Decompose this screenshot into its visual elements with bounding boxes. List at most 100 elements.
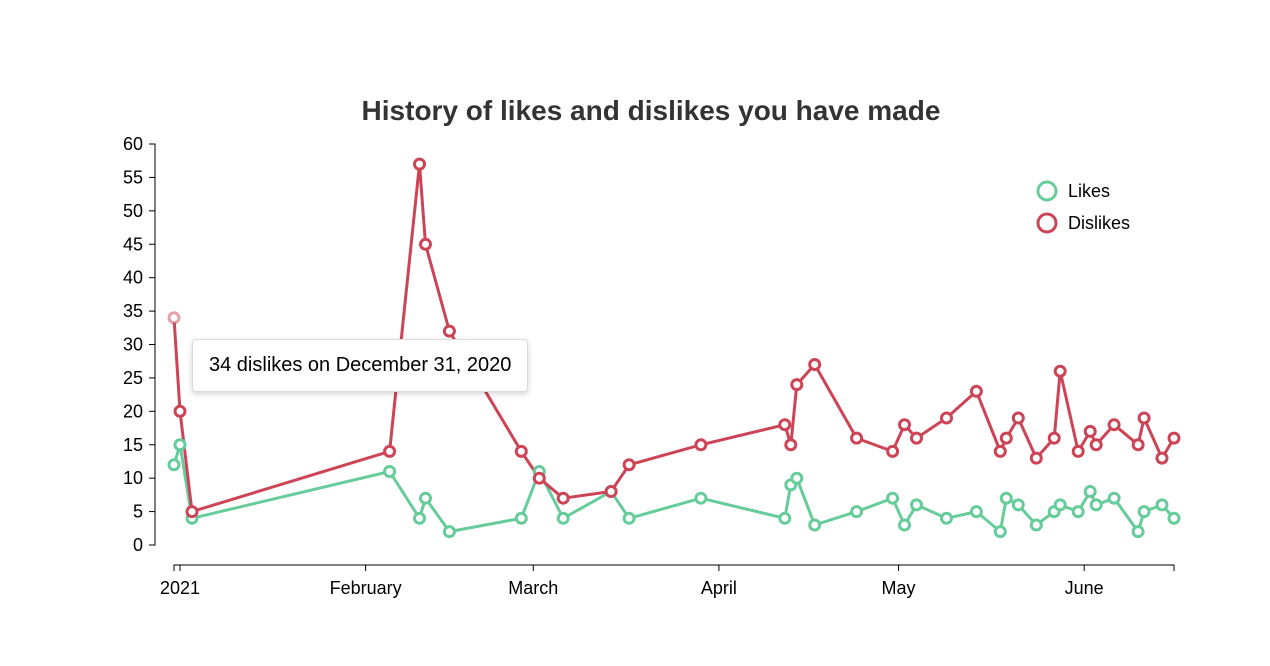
- data-point-likes[interactable]: [790, 471, 804, 485]
- data-point-dislikes[interactable]: [419, 237, 432, 251]
- data-point-dislikes[interactable]: [556, 491, 570, 505]
- y-tick-label: 55: [123, 167, 143, 187]
- x-tick-label: February: [330, 578, 402, 598]
- data-point-likes[interactable]: [413, 511, 426, 525]
- y-tick-label: 15: [123, 435, 143, 455]
- legend-marker-likes[interactable]: [1036, 180, 1058, 202]
- data-point-dislikes[interactable]: [532, 471, 546, 485]
- y-tick-label: 5: [133, 502, 143, 522]
- data-point-likes[interactable]: [694, 491, 708, 505]
- data-point-dislikes[interactable]: [1137, 411, 1151, 425]
- data-point-dislikes[interactable]: [1083, 424, 1097, 438]
- y-tick-label: 20: [123, 401, 143, 421]
- x-tick-label: June: [1065, 578, 1104, 598]
- data-point-dislikes[interactable]: [778, 418, 792, 432]
- data-point-dislikes[interactable]: [1053, 364, 1067, 378]
- data-point-likes[interactable]: [898, 518, 911, 532]
- data-point-likes[interactable]: [808, 518, 822, 532]
- data-point-dislikes[interactable]: [993, 444, 1007, 458]
- data-point-dislikes[interactable]: [784, 438, 798, 452]
- data-point-dislikes[interactable]: [442, 324, 456, 338]
- axes: 0 5 10 15 20 25 30 35 40 45 50 55 60 2021 February Marc…: [123, 134, 1175, 598]
- data-point-dislikes[interactable]: [898, 418, 911, 432]
- legend: Likes Dislikes: [1036, 180, 1130, 234]
- data-point-dislikes[interactable]: [1071, 444, 1085, 458]
- data-point-likes[interactable]: [173, 438, 187, 452]
- data-point-dislikes[interactable]: [1047, 431, 1061, 445]
- data-point-dislikes[interactable]: [1167, 431, 1181, 445]
- series-line-dislikes: [172, 162, 1176, 514]
- y-tick-label: 30: [123, 335, 143, 355]
- y-tick-label: 45: [123, 234, 143, 254]
- data-point-likes[interactable]: [514, 511, 528, 525]
- data-point-likes[interactable]: [622, 511, 636, 525]
- data-tooltip: 34 dislikes on December 31, 2020: [192, 339, 529, 392]
- y-tick-label: 60: [123, 134, 143, 154]
- y-tick-label: 25: [123, 368, 143, 388]
- data-point-likes[interactable]: [1083, 485, 1097, 498]
- data-point-likes[interactable]: [850, 505, 864, 519]
- x-axis-line: [173, 564, 1175, 571]
- legend-label-likes[interactable]: Likes: [1068, 181, 1110, 201]
- y-tick-label: 50: [123, 201, 143, 221]
- data-point-dislikes[interactable]: [1131, 438, 1145, 452]
- data-point-likes[interactable]: [556, 511, 570, 525]
- data-point-likes[interactable]: [1053, 498, 1067, 512]
- x-tick-label: March: [508, 578, 558, 598]
- x-tick-label: 2021: [160, 578, 200, 598]
- data-point-dislikes[interactable]: [999, 431, 1013, 445]
- data-point-dislikes[interactable]: [790, 378, 804, 392]
- data-point-dislikes[interactable]: [808, 358, 822, 371]
- data-point-dislikes[interactable]: [1107, 418, 1121, 432]
- data-point-likes[interactable]: [778, 511, 792, 525]
- data-point-dislikes[interactable]: [694, 438, 708, 452]
- data-point-dislikes[interactable]: [514, 444, 528, 458]
- data-point-likes[interactable]: [910, 498, 923, 512]
- data-point-dislikes[interactable]: [604, 485, 618, 498]
- data-point-likes[interactable]: [1011, 498, 1025, 512]
- data-point-dislikes[interactable]: [1089, 438, 1103, 452]
- data-point-dislikes[interactable]: [910, 431, 923, 445]
- data-point-likes[interactable]: [999, 491, 1013, 505]
- data-point-dislikes[interactable]: [167, 311, 181, 325]
- series-points: [167, 157, 1181, 539]
- y-tick-label: 40: [123, 268, 143, 288]
- x-tick-label: April: [701, 578, 737, 598]
- data-point-likes[interactable]: [940, 511, 953, 525]
- data-point-likes[interactable]: [993, 525, 1007, 539]
- data-point-likes[interactable]: [1107, 491, 1121, 505]
- data-point-dislikes[interactable]: [850, 431, 864, 445]
- y-tick-label: 0: [133, 535, 143, 555]
- data-point-dislikes[interactable]: [940, 411, 953, 425]
- series-line-likes: [172, 443, 1176, 534]
- legend-marker-dislikes[interactable]: [1036, 212, 1058, 234]
- data-point-dislikes[interactable]: [1011, 411, 1025, 425]
- data-point-likes[interactable]: [1137, 505, 1151, 519]
- data-point-likes[interactable]: [969, 505, 983, 519]
- data-point-likes[interactable]: [1029, 518, 1043, 532]
- data-point-dislikes[interactable]: [173, 404, 187, 418]
- data-point-dislikes[interactable]: [383, 444, 397, 458]
- legend-label-dislikes[interactable]: Dislikes: [1068, 213, 1130, 233]
- data-point-likes[interactable]: [1131, 525, 1145, 539]
- data-point-likes[interactable]: [419, 491, 432, 505]
- data-point-likes[interactable]: [1089, 498, 1103, 512]
- data-point-likes[interactable]: [886, 491, 900, 505]
- data-point-dislikes[interactable]: [969, 384, 983, 398]
- data-point-likes[interactable]: [1071, 505, 1085, 519]
- data-point-dislikes[interactable]: [622, 458, 636, 472]
- data-point-dislikes[interactable]: [413, 157, 426, 171]
- data-point-dislikes[interactable]: [1155, 451, 1169, 465]
- data-point-dislikes[interactable]: [886, 444, 900, 458]
- data-point-likes[interactable]: [1167, 511, 1181, 525]
- y-tick-label: 35: [123, 301, 143, 321]
- data-point-likes[interactable]: [167, 458, 181, 472]
- x-tick-label: May: [882, 578, 916, 598]
- data-point-likes[interactable]: [442, 525, 456, 539]
- data-point-dislikes[interactable]: [1029, 451, 1043, 465]
- data-point-dislikes[interactable]: [185, 505, 199, 519]
- data-point-likes[interactable]: [1155, 498, 1169, 512]
- data-point-likes[interactable]: [383, 465, 397, 478]
- y-tick-label: 10: [123, 468, 143, 488]
